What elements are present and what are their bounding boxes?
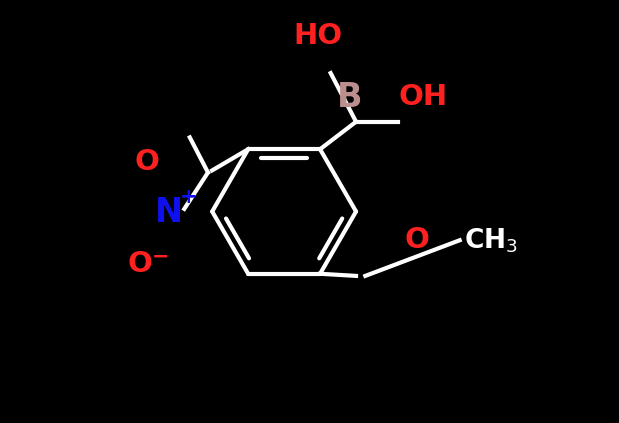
Text: N: N	[155, 196, 183, 229]
Text: HO: HO	[293, 22, 342, 50]
Text: +: +	[180, 187, 197, 207]
Text: OH: OH	[399, 83, 448, 111]
Text: B: B	[337, 81, 363, 114]
Text: O: O	[405, 226, 430, 254]
Text: −: −	[152, 247, 170, 267]
Text: O: O	[134, 148, 159, 176]
Text: O: O	[128, 250, 153, 278]
Text: CH$_3$: CH$_3$	[464, 226, 518, 255]
